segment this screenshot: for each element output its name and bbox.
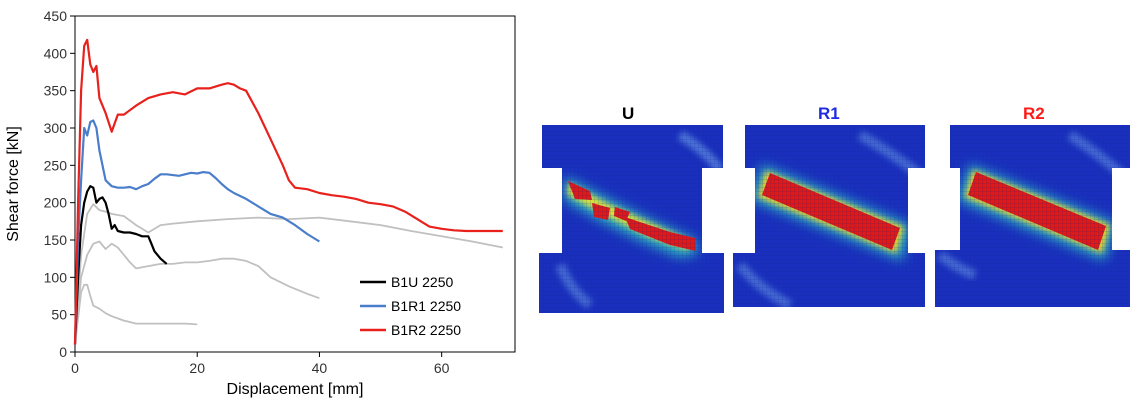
y-tick-label: 400 (44, 45, 68, 61)
reference-series-line (74, 240, 320, 345)
series-line-b1r1 (73, 119, 320, 345)
y-axis-label: Shear force [kN] (5, 126, 22, 242)
chart-svg: 0 50 100 150 200 250 300 350 400 450 0 20 40 60 Disp… (5, 8, 516, 398)
shear-force-chart: 0 50 100 150 200 250 300 350 400 450 0 20 40 60 Disp… (0, 0, 525, 406)
x-tick-label: 40 (312, 360, 328, 376)
series-line-b1r2 (73, 38, 503, 345)
y-tick-label: 150 (44, 232, 68, 248)
fem-contour-panel: U R1 R2 (530, 95, 1130, 325)
legend-entry: B1U 2250 (391, 274, 453, 290)
x-axis-ticks: 0 20 40 60 (71, 352, 450, 376)
reference-series-line (74, 283, 198, 345)
fem-specimen-r1 (733, 125, 925, 307)
y-tick-label: 50 (51, 307, 67, 323)
x-axis-label: Displacement [mm] (227, 381, 364, 398)
y-tick-label: 450 (44, 8, 68, 24)
fem-images (539, 125, 1130, 313)
y-tick-label: 100 (44, 269, 68, 285)
series-layer (73, 38, 503, 345)
series-line-b1u (73, 185, 168, 345)
legend-entry: B1R1 2250 (391, 298, 461, 314)
fem-specimen-r2 (935, 125, 1130, 307)
fem-label-r2: R2 (1023, 104, 1045, 123)
fem-label-u: U (622, 104, 635, 123)
y-axis-ticks: 0 50 100 150 200 250 300 350 400 450 (44, 8, 75, 360)
fem-label-r1: R1 (818, 104, 840, 123)
fem-specimen-u (539, 125, 724, 313)
y-tick-label: 300 (44, 120, 68, 136)
legend-entry: B1R2 2250 (391, 322, 461, 338)
x-tick-label: 20 (189, 360, 205, 376)
legend: B1U 2250 B1R1 2250 B1R2 2250 (360, 274, 461, 338)
x-tick-label: 0 (71, 360, 79, 376)
y-tick-label: 200 (44, 195, 68, 211)
y-tick-label: 0 (59, 344, 67, 360)
y-tick-label: 350 (44, 83, 68, 99)
y-tick-label: 250 (44, 157, 68, 173)
reference-series-line (74, 203, 503, 345)
plot-frame (74, 15, 516, 353)
x-tick-label: 60 (434, 360, 450, 376)
